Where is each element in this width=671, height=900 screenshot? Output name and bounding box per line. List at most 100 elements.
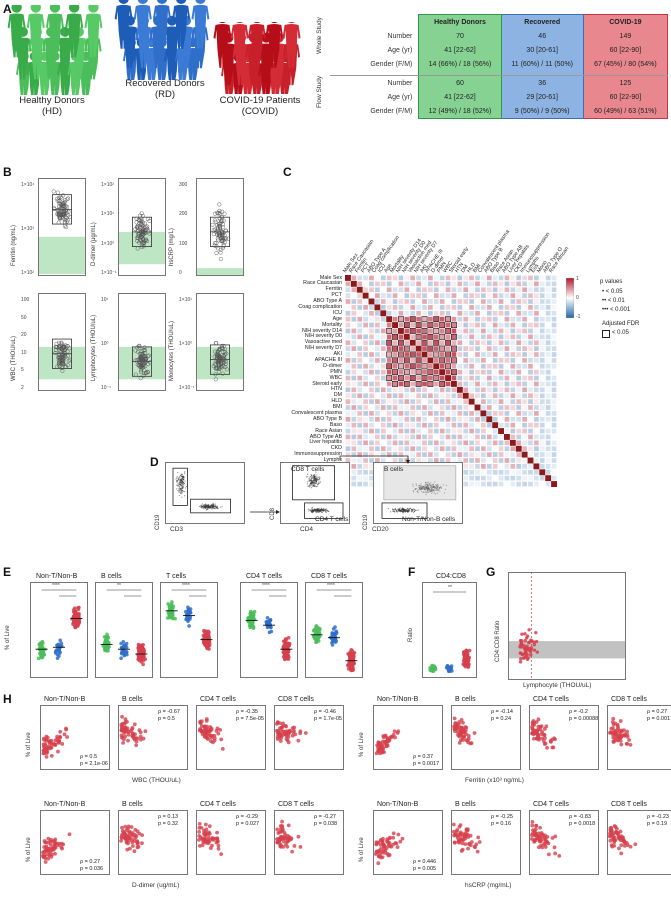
cell: 12 (49%) / 18 (52%) (418, 104, 502, 119)
cell: 41 [22-62] (418, 43, 502, 57)
x-axis-label: D-dimer (ug/mL) (132, 882, 180, 889)
table-row: Age (yr) 41 [22-62] 29 [20-61] 60 [22-90… (330, 90, 669, 104)
y-tick-label: 1×10² (21, 270, 34, 276)
matrix-row-label: PCT (331, 292, 342, 299)
scatter-title: CD8 T cells (611, 696, 647, 703)
scatter-title: CD4 T cells (200, 696, 236, 703)
y-tick-label: 1×10³ (21, 226, 34, 232)
flow-gating-plot (373, 462, 463, 524)
correlation-scatter (118, 705, 188, 770)
cell: 11 (60%) / 11 (50%) (500, 57, 584, 71)
scale-max: 1 (576, 276, 579, 282)
correlation-scatter (274, 810, 344, 875)
flow-gating-plot (280, 462, 350, 524)
pvalue-legend-1: • < 0.05 (602, 289, 623, 295)
matrix-row-label: Race Asian (315, 427, 342, 434)
correlation-scatter (118, 810, 188, 875)
correlation-scatter (529, 810, 599, 875)
matrix-row-label: WBC (329, 374, 342, 381)
y-tick-label: 5 (21, 367, 24, 374)
strip-plot (240, 582, 298, 678)
x-axis-label: WBC (THOU/uL) (132, 777, 181, 784)
scatter-title: CD4 T cells (533, 696, 569, 703)
matrix-row-label: Male Sex (319, 274, 342, 281)
scatter-title: CD4 T cells (533, 801, 569, 808)
correlation-stats: ρ = 0.37 p = 0.0017 (413, 754, 440, 767)
correlation-scatter (40, 810, 110, 875)
significance-stars: **** (262, 583, 270, 589)
correlation-stats: ρ = -0.23 p = 0.19 (647, 814, 669, 827)
y-tick-label: 10⁰ (101, 341, 109, 347)
recovered-donors-figures (114, 0, 210, 80)
table-section-whole-study: Whole Study (316, 17, 323, 54)
y-tick-label: 1×10¹ (179, 297, 192, 303)
covid-patients-label: COVID-19 Patients (COVID) (219, 95, 301, 117)
scale-mid: 0 (576, 295, 579, 301)
pvalue-legend-2-text: < 0.01 (607, 298, 625, 304)
table-section-flow-study: Flow Study (316, 75, 323, 108)
y-axis-label: % of Live (26, 732, 32, 757)
table-row: Age (yr) 41 [22-62] 30 [20-61] 60 [22-90… (330, 43, 669, 57)
correlation-scatter (607, 705, 671, 770)
strip-plot-title: B cells (101, 573, 122, 580)
correlation-scatter (40, 705, 110, 770)
matrix-row-label: AKI (333, 351, 342, 358)
y-tick-label: 300 (179, 182, 188, 188)
x-axis-label: Ferritin (x10³ ng/mL) (465, 777, 524, 784)
correlation-stats: ρ = 0.446 p = 0.005 (413, 859, 437, 872)
cell: 41 [22-62] (418, 90, 502, 104)
row-label: Gender (F/M) (370, 107, 413, 115)
y-axis-label: Ratio (408, 627, 414, 642)
demographics-table: Healthy Donors Recovered COVID-19 Number… (330, 14, 669, 119)
cell: 70 (418, 29, 502, 43)
panel-letter-h: H (3, 692, 12, 706)
axis-label: CD8 (270, 507, 276, 520)
strip-plot-title: Non-T/Non-B (36, 573, 78, 580)
gate-label-cd4: CD4 T cells (315, 516, 349, 523)
col-header-healthy: Healthy Donors (418, 14, 502, 29)
scatter-title: Non-T/Non-B (44, 696, 86, 703)
scatter-title: B cells (122, 801, 143, 808)
y-axis-label: WBC (THOU/uL) (11, 336, 17, 381)
matrix-row-label: ABO Type B (312, 415, 342, 422)
correlation-scatter (607, 810, 671, 875)
scatter-title: Non-T/Non-B (377, 801, 419, 808)
correlation-stats: ρ = 0.5 p = 2.1e-06 (80, 754, 108, 767)
scatter-title: CD8 T cells (611, 801, 647, 808)
correlation-scatter (274, 705, 344, 770)
y-tick-label: 100 (179, 240, 188, 247)
matrix-row-label: Age (332, 315, 342, 322)
matrix-row-label: Vasoactive med (304, 339, 342, 346)
y-axis-label: D-dimer (μg/mL) (91, 222, 97, 266)
cell: 60 (418, 75, 502, 90)
correlation-stats: ρ = -0.46 p = 1.7e-05 (314, 709, 342, 722)
gate-label-cd8: CD8 T cells (291, 466, 325, 473)
scatter-title: CD4 T cells (200, 801, 236, 808)
cell: 29 [20-61] (500, 90, 584, 104)
y-tick-label: 1×10⁻¹ (101, 270, 117, 276)
biomarker-plot (118, 293, 166, 391)
cell: 60 [22-90] (582, 90, 669, 104)
strip-plot (160, 582, 218, 678)
matrix-row-label: ABO Type AB (309, 433, 342, 440)
cell: 67 (45%) / 80 (54%) (582, 57, 669, 71)
cell: 60 (49%) / 63 (51%) (582, 104, 669, 119)
healthy-donors-label: Healthy Donors (HD) (19, 95, 85, 117)
axis-label: CD3 (170, 526, 184, 533)
pvalue-legend-3-text: < 0.001 (609, 307, 631, 313)
matrix-row-label: HTN (331, 386, 342, 393)
matrix-row-label: BMI (332, 404, 342, 411)
panel-letter-c: C (283, 165, 292, 179)
matrix-row-label: DM (333, 392, 342, 399)
healthy-donors-figures (7, 5, 103, 95)
y-tick-label: 200 (179, 211, 188, 218)
gate-label-non-t-non-b: Non-T/Non-B cells (402, 516, 456, 523)
matrix-row-label: Convalescent plasma (291, 409, 342, 416)
y-tick-label: 100 (21, 297, 30, 303)
ratio-strip-plot (422, 582, 477, 678)
covid-patients-figures (213, 22, 301, 94)
y-axis-label: % of Live (5, 625, 11, 650)
cell: 9 (50%) / 9 (50%) (500, 104, 584, 119)
flow-gating-plot (165, 462, 245, 524)
y-tick-label: 0 (179, 270, 182, 276)
